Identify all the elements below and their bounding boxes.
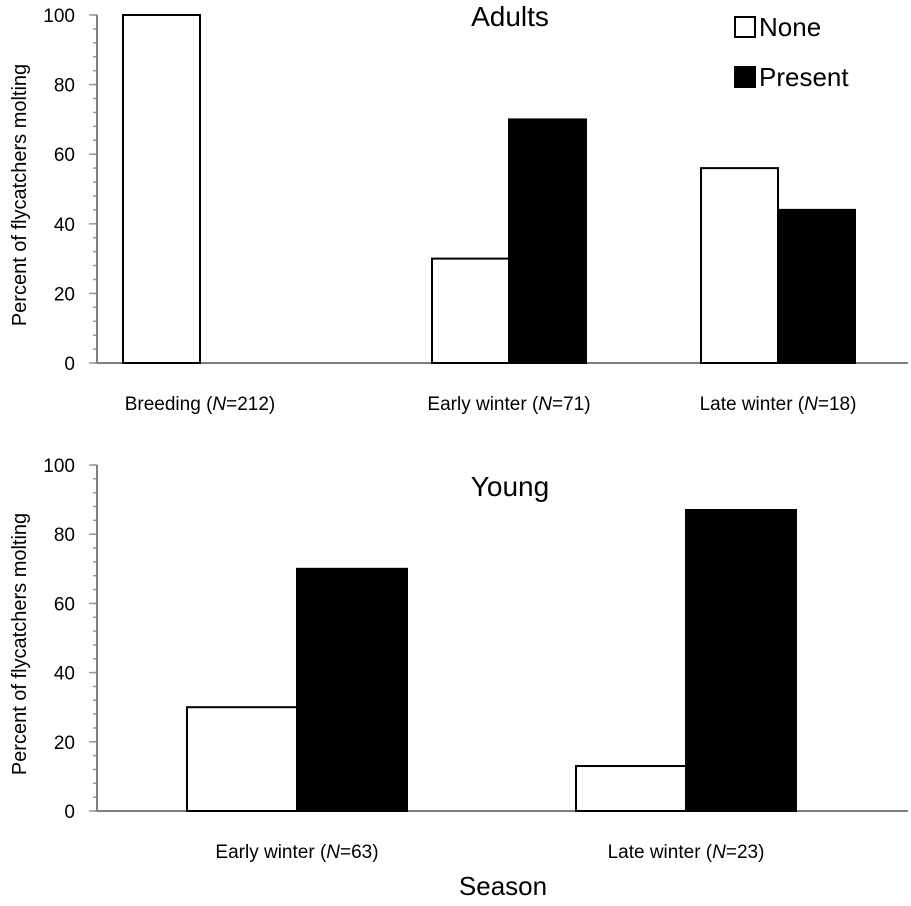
legend-swatch-none (734, 16, 756, 38)
panel-1-bar-none (186, 706, 298, 813)
young-panel: 0 20 40 60 80 100 Early winter (N=63) Late wint… (9, 456, 908, 901)
panel-1-y-tick-label: 20 (54, 733, 75, 754)
panel-1-y-tick-label: 80 (54, 525, 75, 546)
legend-swatch-present (734, 66, 756, 88)
panel-0-y-tick-label: 40 (54, 215, 75, 236)
legend: None Present (734, 12, 849, 92)
panel-1-title: Young (471, 471, 549, 502)
panel-1-y-tick-label: 40 (54, 664, 75, 685)
panel-0-bar-none (122, 14, 201, 364)
panel-0-y-tick-label: 80 (54, 76, 75, 97)
panel-0-x-tick-label: Late winter (N=18) (700, 394, 857, 415)
panel-0-title: Adults (471, 1, 549, 32)
panel-1-y-axis-label: Percent of flycatchers molting (9, 513, 31, 775)
panel-0-bar-none (431, 257, 510, 365)
panel-0-bar-present (508, 118, 587, 365)
panel-1-y-tick-label: 100 (43, 456, 75, 477)
adults-panel: 0 20 40 60 80 100 Breeding (N=212) Early winter… (9, 1, 908, 415)
panel-1-x-axis-label: Season (459, 871, 547, 901)
panel-0-bar-present (777, 208, 856, 364)
panel-0-y-tick-label: 60 (54, 145, 75, 166)
panel-1-x-tick-label: Early winter (N=63) (215, 842, 378, 863)
panel-0-y-axis-label: Percent of flycatchers molting (9, 64, 31, 326)
panel-1-bar-present (296, 567, 408, 812)
panel-1-y-tick-label: 60 (54, 594, 75, 615)
panel-0-x-tick-label: Early winter (N=71) (427, 394, 590, 415)
panel-0-y-tick-label: 100 (43, 6, 75, 27)
legend-label-present: Present (759, 62, 849, 92)
panel-1-bar-present (685, 508, 797, 812)
panel-0-bar-none (700, 167, 779, 364)
panel-0-y-tick-label: 20 (54, 284, 75, 305)
panel-0-y-tick-label: 0 (64, 354, 75, 375)
panel-1-bar-none (575, 765, 687, 813)
panel-1-y-tick-label: 0 (64, 802, 75, 823)
panel-0-x-tick-label: Breeding (N=212) (125, 394, 276, 415)
legend-label-none: None (759, 12, 821, 42)
panel-1-x-tick-label: Late winter (N=23) (608, 842, 765, 863)
